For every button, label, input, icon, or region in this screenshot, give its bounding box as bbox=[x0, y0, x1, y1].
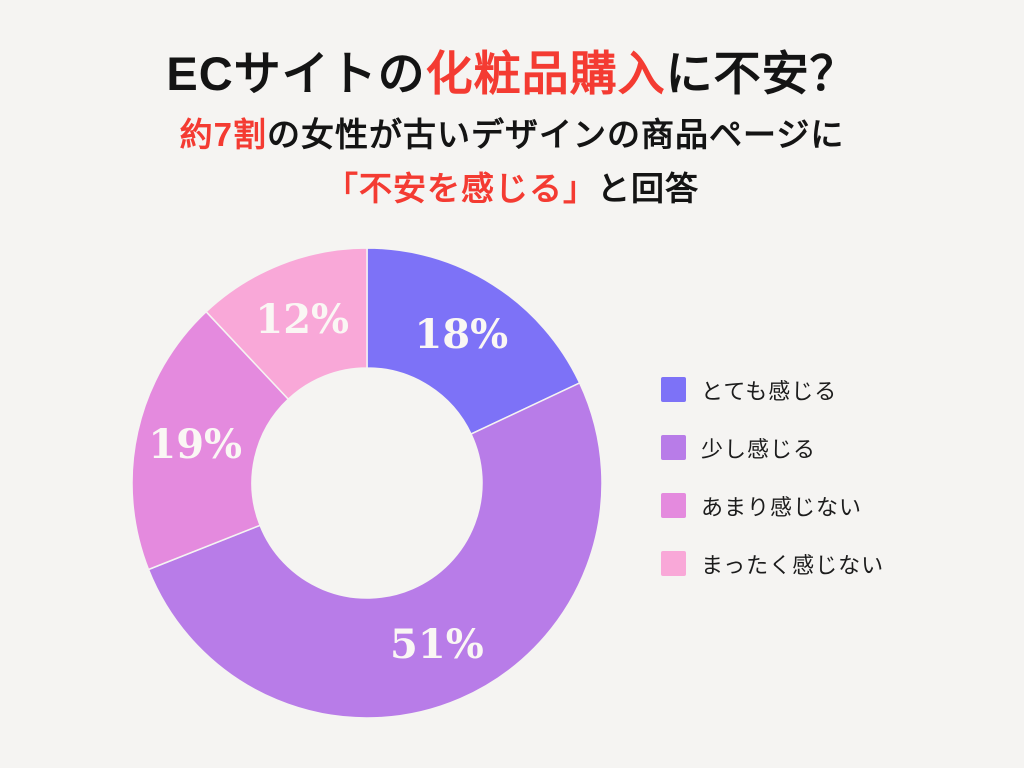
legend-swatch-not-at-all bbox=[661, 551, 686, 576]
legend-label-very: とても感じる bbox=[701, 378, 838, 404]
subtitle-1-rest: の女性が古いデザインの商品ページに bbox=[267, 116, 845, 153]
donut-segment-1 bbox=[147, 381, 603, 719]
donut-chart: 18% 51% 19% 12% bbox=[131, 247, 603, 719]
subtitle-line-1: 約7割の女性が古いデザインの商品ページに bbox=[0, 112, 1024, 158]
donut-segment-3 bbox=[205, 247, 368, 401]
chart-legend: とても感じる 少し感じる あまり感じない まったく感じない bbox=[661, 377, 884, 609]
subtitle-1-highlight: 約7割 bbox=[179, 116, 267, 153]
legend-label-not-at-all: まったく感じない bbox=[701, 552, 885, 578]
title-highlight: 化粧品購入 bbox=[425, 47, 666, 100]
legend-item-not-at-all: まったく感じない bbox=[661, 551, 884, 578]
donut-segment-2 bbox=[131, 310, 290, 571]
subtitle-line-2: 「不安を感じる」と回答 bbox=[0, 166, 1024, 212]
donut-label-3: 12% bbox=[255, 296, 349, 343]
donut-segment-0 bbox=[366, 247, 581, 436]
subtitle-2-highlight: 「不安を感じる」 bbox=[325, 170, 597, 207]
legend-swatch-very bbox=[661, 377, 686, 402]
title-prefix: ECサイトの bbox=[166, 47, 426, 100]
subtitle-2-rest: と回答 bbox=[597, 170, 699, 207]
donut-label-2: 19% bbox=[148, 421, 242, 468]
legend-item-not-much: あまり感じない bbox=[661, 493, 884, 520]
legend-item-very: とても感じる bbox=[661, 377, 884, 404]
legend-swatch-somewhat bbox=[661, 435, 686, 460]
legend-swatch-not-much bbox=[661, 493, 686, 518]
legend-label-somewhat: 少し感じる bbox=[701, 436, 817, 462]
legend-item-somewhat: 少し感じる bbox=[661, 435, 884, 462]
donut-label-1: 51% bbox=[390, 621, 484, 668]
title-suffix: に不安？ bbox=[665, 47, 858, 100]
page-title: ECサイトの化粧品購入に不安？ bbox=[0, 42, 1024, 106]
donut-label-0: 18% bbox=[414, 311, 508, 358]
legend-label-not-much: あまり感じない bbox=[701, 494, 863, 520]
